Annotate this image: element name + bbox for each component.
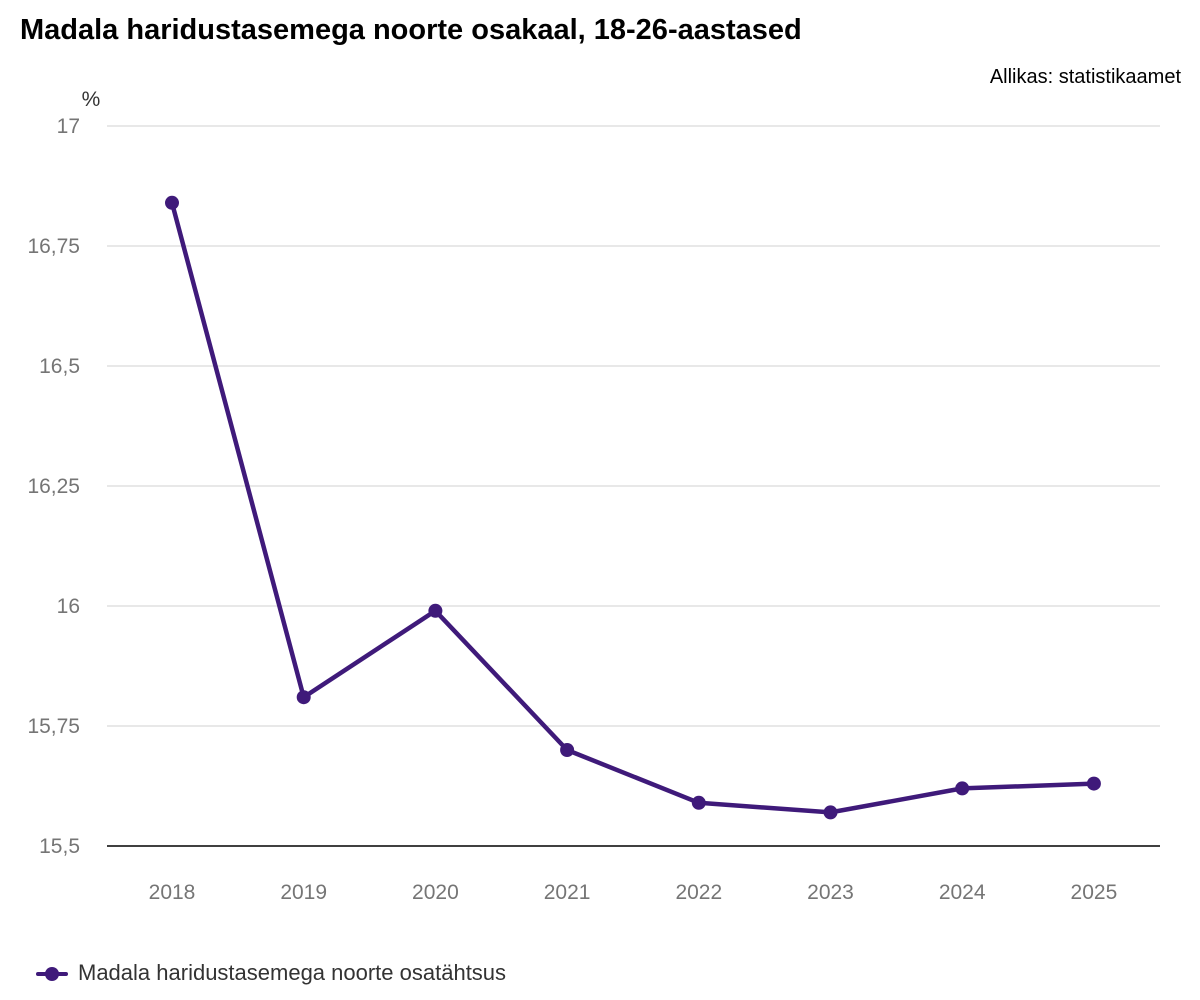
series-layer — [165, 195, 1101, 820]
y-tick-label: 17 — [57, 115, 80, 138]
y-tick-label: 16 — [57, 595, 80, 618]
legend-label: Madala haridustasemega noorte osatähtsus — [78, 960, 507, 985]
x-tick-label: 2024 — [939, 881, 986, 904]
x-tick-label: 2022 — [675, 881, 722, 904]
data-point-2018[interactable] — [165, 195, 179, 210]
chart-title: Madala haridustasemega noorte osakaal, 1… — [20, 14, 802, 46]
data-point-2024[interactable] — [955, 781, 970, 796]
y-tick-label: 16,75 — [27, 235, 80, 258]
series-line — [169, 200, 1097, 815]
x-tick-label: 2019 — [280, 881, 327, 904]
data-point-2025[interactable] — [1086, 776, 1101, 791]
x-tick-label: 2021 — [544, 881, 591, 904]
x-tick-label: 2023 — [807, 881, 854, 904]
data-point-2022[interactable] — [691, 795, 706, 810]
data-point-2020[interactable] — [428, 603, 443, 618]
source-note: Allikas: statistikaamet — [989, 66, 1181, 88]
x-tick-label: 2025 — [1071, 881, 1118, 904]
y-axis-unit: % — [82, 88, 101, 111]
gridlines — [107, 125, 1160, 847]
data-point-2019[interactable] — [296, 690, 311, 705]
x-tick-label: 2020 — [412, 881, 459, 904]
y-tick-label: 15,75 — [27, 715, 80, 738]
x-tick-label: 2018 — [149, 881, 196, 904]
x-tick-labels: 2018 2019 2020 2021 2022 2023 2024 2025 — [149, 881, 1118, 904]
y-tick-label: 16,5 — [39, 355, 80, 378]
data-point-2021[interactable] — [560, 743, 575, 757]
data-point-2023[interactable] — [823, 805, 838, 820]
legend: Madala haridustasemega noorte osatähtsus — [34, 955, 506, 991]
y-tick-label: 15,5 — [39, 835, 80, 858]
y-tick-label: 16,25 — [27, 475, 80, 498]
legend-marker-icon — [34, 963, 70, 983]
line-chart: 17 16,75 16,5 16,25 16 15,75 15,5 2018 2019 2020… — [27, 88, 1160, 904]
y-tick-labels: 17 16,75 16,5 16,25 16 15,75 15,5 — [27, 115, 80, 858]
